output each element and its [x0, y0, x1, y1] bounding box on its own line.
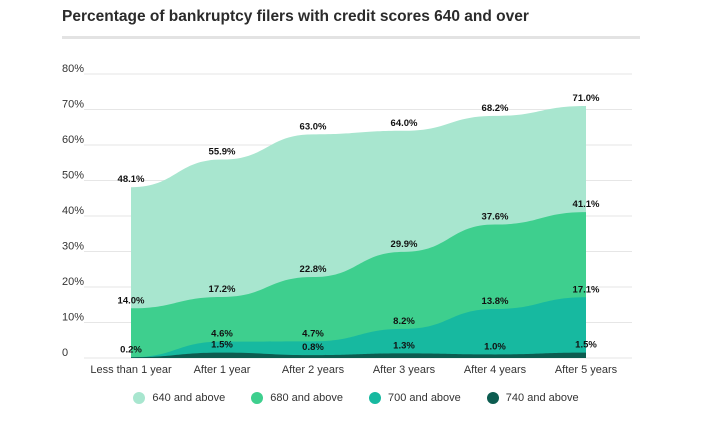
- chart-title: Percentage of bankruptcy filers with cre…: [62, 8, 529, 25]
- legend-swatch: [251, 392, 264, 404]
- data-label: 17.2%: [209, 284, 236, 295]
- data-label: 4.6%: [211, 329, 233, 340]
- data-label: 22.8%: [300, 264, 327, 275]
- data-label: 1.5%: [575, 340, 597, 351]
- data-label: 1.3%: [393, 340, 415, 351]
- data-label: 4.7%: [302, 328, 324, 339]
- data-label: 0.8%: [302, 342, 324, 353]
- legend-item: 640 and above: [133, 392, 225, 404]
- data-label: 55.9%: [209, 147, 236, 158]
- y-tick-label: 0: [62, 347, 68, 359]
- legend-item: 700 and above: [369, 392, 461, 404]
- data-label: 29.9%: [391, 239, 418, 250]
- title-divider: [62, 36, 640, 39]
- y-tick-label: 30%: [62, 241, 84, 253]
- data-label: 37.6%: [482, 212, 509, 223]
- data-label: 14.0%: [118, 295, 145, 306]
- area-740-and-above: [131, 352, 586, 358]
- data-label: 0.2%: [120, 344, 142, 355]
- data-label: 68.2%: [482, 103, 509, 114]
- y-tick-label: 60%: [62, 134, 84, 146]
- y-tick-label: 50%: [62, 170, 84, 182]
- data-label: 48.1%: [118, 174, 145, 185]
- x-tick-label: After 2 years: [282, 364, 345, 376]
- x-tick-label: After 3 years: [373, 364, 436, 376]
- legend-label: 640 and above: [152, 392, 226, 404]
- legend-swatch: [486, 392, 499, 404]
- x-tick-label: After 1 year: [194, 364, 251, 376]
- data-label: 63.0%: [300, 121, 327, 132]
- legend-item: 680 and above: [251, 392, 343, 404]
- x-tick-label: After 5 years: [555, 364, 618, 376]
- data-label: 41.1%: [573, 199, 600, 210]
- legend-label: 700 and above: [388, 392, 461, 404]
- legend-item: 740 and above: [486, 392, 579, 404]
- legend-swatch: [133, 392, 146, 404]
- y-tick-label: 80%: [62, 63, 84, 75]
- y-tick-label: 40%: [62, 205, 84, 217]
- legend-label: 740 and above: [505, 392, 579, 404]
- x-tick-label: After 4 years: [464, 364, 527, 376]
- chart-legend: 640 and above 680 and above 700 and above 7…: [0, 392, 720, 404]
- y-tick-label: 70%: [62, 99, 84, 111]
- legend-label: 680 and above: [270, 392, 343, 404]
- data-label: 8.2%: [393, 316, 415, 327]
- area-700-and-above: [131, 297, 586, 358]
- legend-swatch: [369, 392, 381, 404]
- data-label: 1.0%: [484, 341, 506, 352]
- data-label: 13.8%: [482, 296, 509, 307]
- y-tick-label: 10%: [62, 312, 84, 324]
- y-tick-label: 20%: [62, 276, 84, 288]
- data-label: 17.1%: [573, 284, 600, 295]
- data-label: 71.0%: [573, 93, 600, 104]
- data-label: 1.5%: [211, 340, 233, 351]
- x-tick-label: Less than 1 year: [90, 364, 172, 376]
- data-label: 64.0%: [391, 118, 418, 129]
